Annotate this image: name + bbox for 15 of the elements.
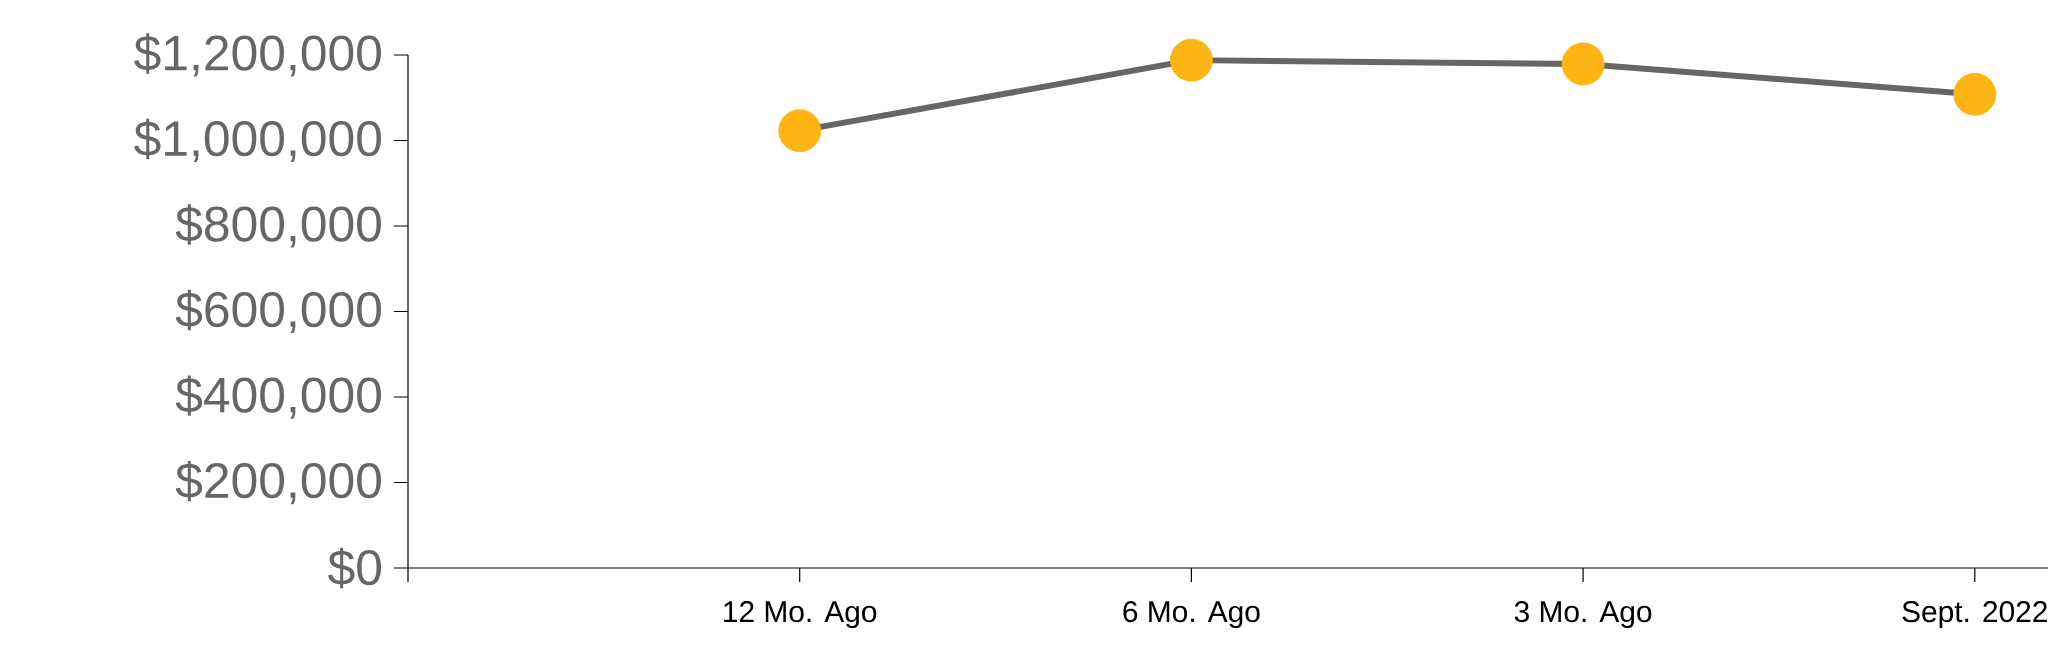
- y-tick-label: $200,000: [175, 460, 381, 505]
- x-tick-label: 6 Mo. Ago: [1123, 601, 1260, 629]
- point: [1169, 38, 1213, 82]
- y-tick-label: $1,200,000: [134, 33, 381, 77]
- y-tick-label: $400,000: [175, 375, 381, 419]
- point: [1561, 42, 1605, 86]
- point: [778, 109, 822, 153]
- y-tick-label: $1,000,000: [134, 118, 381, 163]
- point: [1953, 72, 1997, 116]
- x-tick-label: 3 Mo. Ago: [1514, 601, 1652, 629]
- x-tick-label: Sept. 2022: [1902, 601, 2047, 629]
- x-tick-label: 12 Mo. Ago: [724, 601, 877, 629]
- y-tick-label: $800,000: [175, 204, 381, 248]
- y-tick-label: $600,000: [175, 289, 381, 334]
- y-tick-label: $0: [328, 547, 381, 589]
